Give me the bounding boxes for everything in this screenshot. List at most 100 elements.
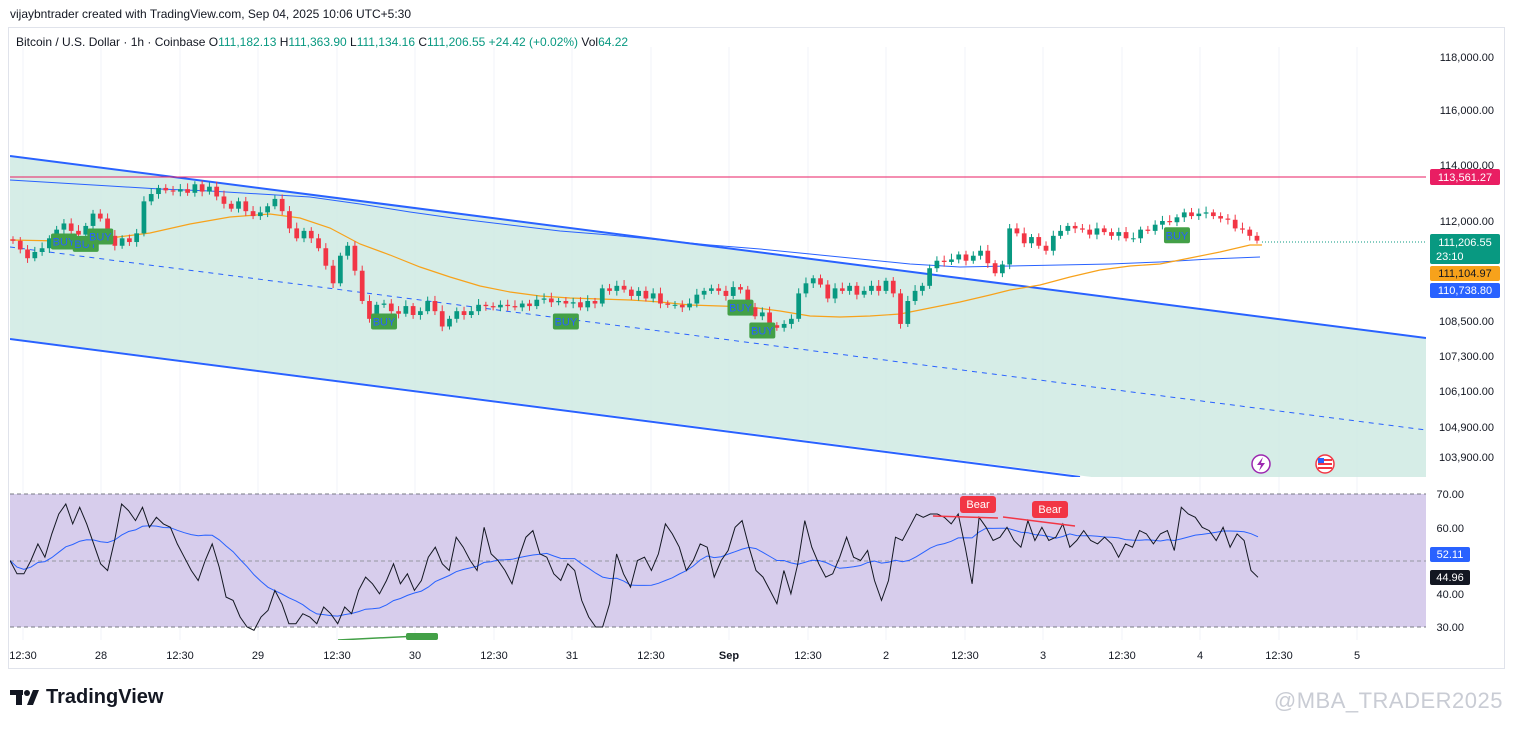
candle[interactable]	[512, 300, 518, 311]
candle[interactable]	[1029, 234, 1034, 248]
candle[interactable]	[898, 288, 903, 329]
candle[interactable]	[32, 246, 38, 262]
candle[interactable]	[287, 206, 292, 234]
candle[interactable]	[90, 209, 96, 231]
candle[interactable]	[738, 284, 743, 294]
candle[interactable]	[810, 275, 816, 289]
candle[interactable]	[876, 280, 882, 296]
candle[interactable]	[265, 203, 270, 218]
candle[interactable]	[148, 188, 154, 206]
candle[interactable]	[119, 235, 125, 249]
candle[interactable]	[192, 181, 198, 197]
candle[interactable]	[396, 306, 401, 319]
channel-mid-line[interactable]	[10, 246, 1426, 431]
candle[interactable]	[345, 242, 351, 260]
candle[interactable]	[1152, 220, 1158, 235]
candle[interactable]	[883, 277, 889, 294]
candle[interactable]	[243, 196, 249, 216]
candle[interactable]	[905, 295, 911, 327]
candle[interactable]	[607, 283, 612, 295]
candle[interactable]	[170, 185, 176, 196]
candle[interactable]	[687, 298, 692, 311]
candle[interactable]	[919, 282, 925, 296]
candle[interactable]	[272, 195, 278, 210]
candle[interactable]	[1160, 215, 1165, 230]
channel-upper-line[interactable]	[10, 155, 1426, 339]
candle[interactable]	[847, 282, 852, 295]
candle[interactable]	[927, 264, 932, 289]
candle[interactable]	[643, 286, 649, 302]
candle[interactable]	[425, 296, 431, 315]
candle[interactable]	[1123, 227, 1129, 242]
candle[interactable]	[709, 284, 714, 294]
candle[interactable]	[330, 259, 336, 289]
candle[interactable]	[956, 251, 962, 264]
candle[interactable]	[1043, 241, 1049, 255]
candle[interactable]	[156, 184, 161, 199]
candle[interactable]	[134, 228, 140, 247]
candle[interactable]	[658, 287, 663, 309]
candle[interactable]	[1087, 224, 1093, 239]
candle[interactable]	[970, 251, 976, 264]
candle[interactable]	[541, 293, 547, 304]
candle[interactable]	[781, 320, 787, 332]
candle[interactable]	[854, 282, 860, 300]
candle[interactable]	[439, 305, 445, 332]
candle[interactable]	[236, 197, 241, 213]
candle[interactable]	[1014, 223, 1020, 237]
candle[interactable]	[388, 299, 394, 316]
candle[interactable]	[39, 242, 45, 256]
candle[interactable]	[1232, 214, 1238, 232]
candle[interactable]	[636, 287, 642, 301]
candle[interactable]	[869, 280, 874, 295]
candle[interactable]	[1203, 206, 1209, 219]
candle[interactable]	[257, 206, 263, 220]
candle[interactable]	[527, 299, 532, 311]
candle[interactable]	[1080, 223, 1085, 233]
candle[interactable]	[199, 180, 205, 197]
candle[interactable]	[679, 300, 685, 313]
candle[interactable]	[985, 244, 991, 268]
candle[interactable]	[1072, 222, 1078, 234]
candle[interactable]	[992, 260, 998, 277]
candle[interactable]	[301, 227, 307, 243]
candle[interactable]	[308, 227, 314, 244]
candle[interactable]	[221, 190, 227, 209]
candle[interactable]	[1021, 227, 1027, 248]
candle[interactable]	[534, 295, 540, 310]
candle[interactable]	[563, 297, 569, 308]
candle[interactable]	[614, 280, 620, 296]
candle[interactable]	[1210, 209, 1216, 220]
candle[interactable]	[68, 218, 74, 236]
candle[interactable]	[83, 222, 89, 239]
candle[interactable]	[890, 277, 896, 298]
candle[interactable]	[228, 200, 234, 212]
candle[interactable]	[621, 280, 627, 293]
candle[interactable]	[1225, 214, 1231, 225]
candle[interactable]	[723, 285, 729, 301]
candle[interactable]	[61, 219, 67, 234]
candle[interactable]	[665, 300, 671, 308]
candle[interactable]	[410, 303, 416, 319]
candle[interactable]	[214, 181, 220, 201]
candle[interactable]	[519, 300, 525, 312]
candle[interactable]	[752, 302, 758, 320]
candle[interactable]	[774, 322, 780, 331]
time-axis[interactable]: 12:30 28 12:30 29 12:30 30 12:30 31 12:30 Sep 12:3…	[9, 650, 1360, 662]
candle[interactable]	[25, 245, 30, 263]
candle[interactable]	[1138, 226, 1143, 244]
candle[interactable]	[97, 209, 103, 222]
candle[interactable]	[381, 299, 387, 308]
candle[interactable]	[185, 183, 190, 196]
candle[interactable]	[468, 306, 474, 319]
candle[interactable]	[10, 236, 16, 244]
candle[interactable]	[498, 300, 503, 312]
candle[interactable]	[701, 287, 707, 300]
rsi-line[interactable]	[10, 502, 1259, 631]
candle[interactable]	[163, 184, 169, 194]
candle[interactable]	[978, 245, 983, 260]
candle[interactable]	[1101, 225, 1107, 236]
candle[interactable]	[1240, 222, 1245, 234]
candle[interactable]	[934, 256, 940, 273]
candle[interactable]	[418, 307, 423, 320]
